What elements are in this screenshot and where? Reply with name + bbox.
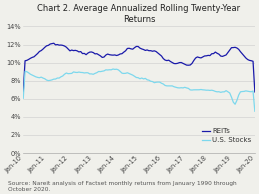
REITs — [176, 62, 179, 64]
REITs — [144, 49, 147, 52]
REITs — [205, 55, 208, 57]
REITs — [52, 42, 55, 44]
U.S. Stocks — [22, 97, 25, 100]
U.S. Stocks — [144, 77, 147, 80]
U.S. Stocks — [253, 110, 256, 112]
U.S. Stocks — [176, 87, 179, 89]
Line: REITs: REITs — [23, 43, 255, 92]
REITs — [194, 57, 197, 59]
U.S. Stocks — [111, 68, 114, 70]
Title: Chart 2. Average Annualized Rolling Twenty-Year
Returns: Chart 2. Average Annualized Rolling Twen… — [38, 4, 241, 24]
U.S. Stocks — [194, 89, 197, 91]
REITs — [253, 91, 256, 93]
U.S. Stocks — [205, 89, 208, 91]
U.S. Stocks — [122, 72, 125, 75]
U.S. Stocks — [84, 72, 88, 74]
Text: Source: Nareit analysis of Factset monthly returns from January 1990 through Oct: Source: Nareit analysis of Factset month… — [8, 181, 236, 192]
Line: U.S. Stocks: U.S. Stocks — [23, 69, 255, 111]
REITs — [22, 91, 25, 93]
REITs — [122, 51, 125, 53]
Legend: REITs, U.S. Stocks: REITs, U.S. Stocks — [202, 128, 251, 143]
REITs — [86, 52, 89, 54]
